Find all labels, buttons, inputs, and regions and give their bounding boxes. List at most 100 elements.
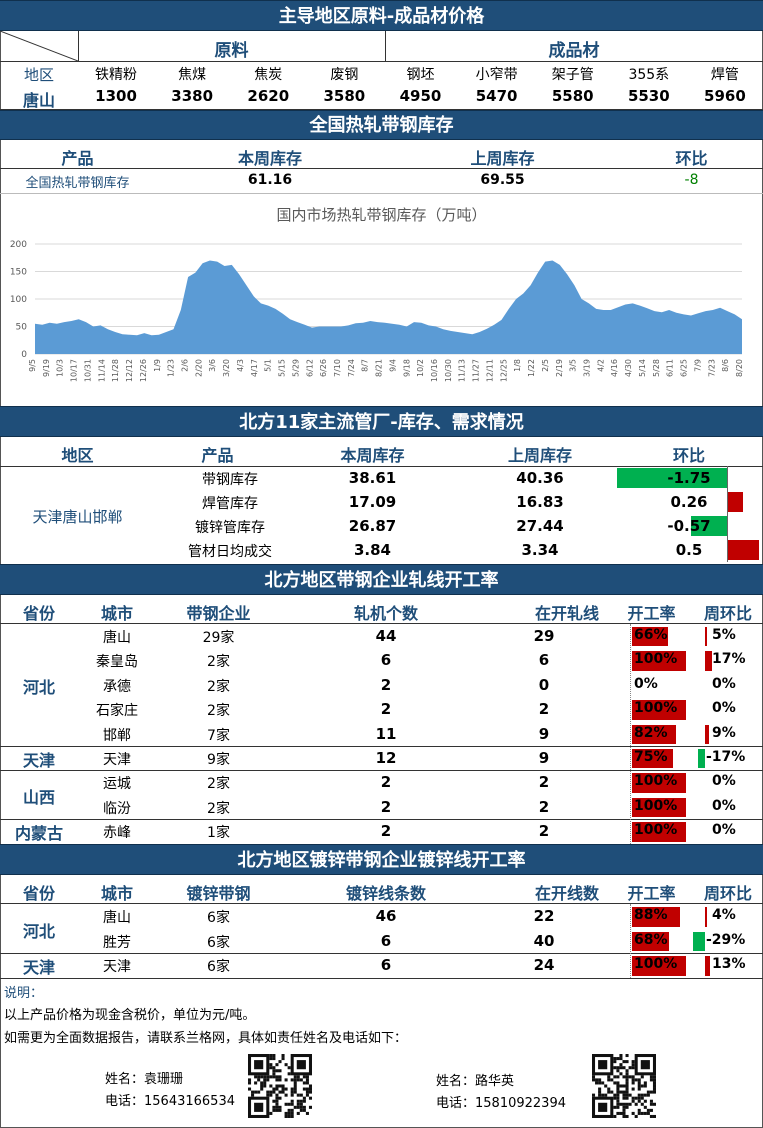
x-tick-label: 9/4 [388, 359, 397, 372]
s3-change: 0.5 [675, 541, 703, 559]
price-value: 3380 [171, 87, 214, 105]
region-tangshan: 唐山 [22, 91, 55, 110]
notes-label: 说明： [4, 986, 44, 1001]
section4-count: 11 [375, 724, 397, 743]
section4-count: 6 [380, 651, 392, 670]
section4-rate-bar [632, 627, 668, 647]
section5-wow-bar [705, 907, 707, 927]
x-tick-label: 12/11 [485, 359, 494, 382]
section4-rate: 100% [634, 822, 678, 839]
x-tick-label: 3/19 [583, 359, 592, 377]
zero-axis [727, 466, 728, 562]
s3-last-week: 16.83 [516, 493, 564, 511]
section4-title: 北方地区带钢企业轧线开工率 [0, 564, 763, 595]
section5-count: 46 [375, 907, 397, 925]
qr-code-icon [592, 1054, 656, 1118]
x-tick-label: 4/2 [596, 359, 605, 372]
x-tick-label: 7/9 [693, 359, 702, 372]
section5-rate-bar [632, 931, 669, 951]
x-tick-label: 5/15 [278, 359, 287, 377]
section4-count: 2 [380, 773, 392, 792]
x-tick-label: 10/31 [83, 359, 92, 382]
product-name: 355系 [628, 67, 670, 83]
section5-rate: 68% [634, 931, 668, 948]
section4-rate: 82% [634, 724, 668, 741]
section4-open: 9 [538, 749, 550, 767]
contact2-phone: 电话：15810922394 [436, 1096, 566, 1111]
section4-wow: 0% [712, 675, 736, 692]
s3-change-bar [727, 492, 744, 512]
section5-city: 胜芳 [103, 934, 131, 951]
section4-open: 9 [538, 724, 550, 743]
section4-rate: 100% [634, 797, 678, 814]
contact1-phone: 电话：15643166534 [105, 1094, 235, 1109]
product-name: 架子管 [551, 67, 594, 83]
section4-rate-bar [632, 822, 686, 842]
section4-city: 石家庄 [96, 703, 138, 720]
x-tick-label: 9/5 [28, 359, 37, 372]
section5-city: 唐山 [103, 910, 131, 926]
x-tick-label: 11/27 [472, 359, 481, 382]
x-tick-label: 1/23 [167, 359, 176, 377]
section5-city: 天津 [103, 959, 131, 975]
x-tick-label: 3/6 [208, 359, 217, 372]
section4-wow: 9% [712, 724, 736, 741]
s3-last-week: 27.44 [516, 517, 564, 535]
section4-count: 2 [380, 675, 392, 694]
section4-open: 2 [538, 773, 550, 792]
y-tick-label: 150 [10, 268, 27, 278]
section5-wow-bar [693, 931, 705, 951]
section4-city: 秦皇岛 [96, 654, 138, 671]
section5-wow: 13% [712, 956, 746, 972]
section4-city: 赤峰 [103, 825, 131, 842]
price-value: 5960 [704, 87, 746, 105]
s3-last-week: 40.36 [516, 469, 564, 487]
x-tick-label: 8/7 [361, 359, 370, 372]
section4-city: 天津 [103, 752, 131, 768]
price-value: 1300 [95, 87, 137, 105]
section4-province: 内蒙古 [14, 824, 63, 844]
s2-last-week: 69.55 [480, 172, 525, 188]
product-name: 焦煤 [178, 67, 207, 83]
section4-header-wow: 周环比 [703, 604, 752, 623]
section5-province: 河北 [22, 921, 55, 941]
section4-rate: 75% [634, 749, 668, 765]
price-value: 5530 [627, 87, 670, 105]
x-tick-label: 1/8 [513, 359, 522, 372]
section4-rate-bar [632, 651, 686, 671]
section5-header-count: 镀锌线条数 [345, 884, 426, 903]
section4-province: 山西 [22, 787, 55, 807]
s3-header-product: 产品 [201, 446, 234, 465]
section4-open: 2 [538, 797, 550, 816]
product-name: 焦炭 [254, 67, 283, 83]
section4-province-divider [0, 819, 763, 821]
section4-wow-bar [705, 724, 709, 744]
x-tick-label: 11/28 [111, 359, 120, 382]
product-name: 废钢 [330, 67, 359, 83]
x-tick-label: 9/19 [42, 359, 51, 377]
s2-product: 全国热轧带钢库存 [25, 176, 130, 191]
section4-companies: 2家 [207, 678, 230, 695]
section4-wow-bar [698, 749, 705, 769]
section4-rate: 100% [634, 700, 678, 717]
section4-wow-bar [705, 651, 712, 671]
section4-city: 临汾 [103, 800, 131, 817]
section4-wow: 5% [712, 627, 736, 643]
x-tick-label: 12/25 [499, 359, 508, 382]
section4-rate-bar [632, 724, 677, 744]
chart-title: 国内市场热轧带钢库存（万吨） [276, 206, 487, 224]
section4-companies: 2家 [207, 654, 230, 671]
x-tick-label: 2/19 [555, 359, 564, 377]
section5-header-companies: 镀锌带钢 [186, 884, 251, 903]
section5-header-open: 在开线数 [534, 884, 599, 903]
section5-open: 22 [533, 907, 555, 925]
x-tick-label: 10/3 [56, 359, 65, 377]
section4-wow: -17% [706, 749, 746, 765]
section4-header-rate: 开工率 [627, 604, 676, 623]
s3-this-week: 3.84 [353, 541, 391, 559]
section4-rate-bar [632, 749, 673, 769]
section5-header-province: 省份 [22, 884, 55, 903]
section4-header-companies: 带钢企业 [186, 604, 251, 623]
section5-open: 40 [533, 931, 555, 950]
section4-rate: 100% [634, 651, 678, 668]
